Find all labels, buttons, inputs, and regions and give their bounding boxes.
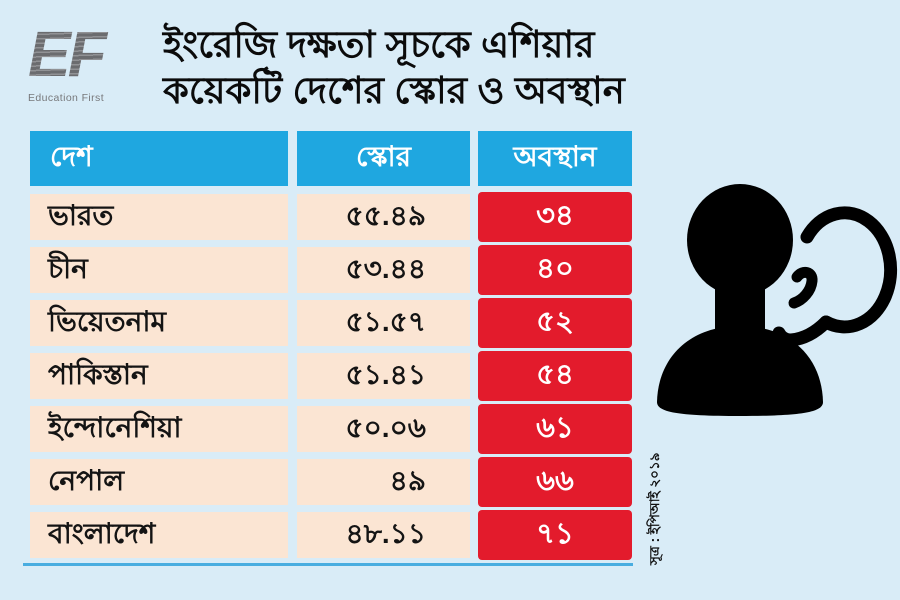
data-table: দেশ স্কোর অবস্থান ভারত ৫৫.৪৯ ৩৪ চীন ৫৩.৪…: [30, 131, 632, 565]
page-title: ইংরেজি দক্ষতা সূচকে এশিয়ার কয়েকটি দেশে…: [163, 22, 625, 114]
country-cell: পাকিস্তান: [30, 353, 288, 399]
table-row: ভিয়েতনাম ৫১.৫৭ ৫২: [30, 298, 632, 348]
table-header-row: দেশ স্কোর অবস্থান: [30, 131, 632, 186]
rank-badge: ৪০: [478, 245, 632, 295]
table-body: ভারত ৫৫.৪৯ ৩৪ চীন ৫৩.৪৪ ৪০ ভিয়েতনাম ৫১.…: [30, 192, 632, 560]
score-cell: ৫০.০৬: [297, 406, 470, 452]
ef-logo-caption: Education First: [28, 92, 105, 104]
source-credit: সূত্র : ইপিআই ২০১৯: [647, 452, 662, 565]
person-head: [687, 184, 793, 296]
score-cell: ৫৩.৪৪: [297, 247, 470, 293]
rank-badge: ৫৪: [478, 351, 632, 401]
person-neck: [715, 268, 765, 330]
header-rank: অবস্থান: [478, 131, 632, 186]
rank-badge: ৬৬: [478, 457, 632, 507]
score-cell: ৪৯: [297, 459, 470, 505]
country-cell: ভিয়েতনাম: [30, 300, 288, 346]
ef-logo-text: EF: [28, 22, 153, 86]
speech-bubble-tail: [772, 315, 833, 347]
rank-badge: ৭১: [478, 510, 632, 560]
speech-bubble-outline: [800, 206, 898, 334]
person-speaking-icon: [657, 184, 898, 416]
table-row: ইন্দোনেশিয়া ৫০.০৬ ৬১: [30, 404, 632, 454]
page-title-line1: ইংরেজি দক্ষতা সূচকে এশিয়ার: [163, 24, 595, 65]
country-cell: চীন: [30, 247, 288, 293]
table-row: চীন ৫৩.৪৪ ৪০: [30, 245, 632, 295]
country-cell: নেপাল: [30, 459, 288, 505]
country-cell: বাংলাদেশ: [30, 512, 288, 558]
score-cell: ৪৮.১১: [297, 512, 470, 558]
person-torso: [657, 326, 823, 416]
speech-squiggle: [788, 266, 818, 309]
rank-badge: ৩৪: [478, 192, 632, 242]
ef-logo: EF Education First: [28, 22, 153, 104]
rank-badge: ৫২: [478, 298, 632, 348]
table-row: বাংলাদেশ ৪৮.১১ ৭১: [30, 510, 632, 560]
table-row: নেপাল ৪৯ ৬৬: [30, 457, 632, 507]
table-row: পাকিস্তান ৫১.৪১ ৫৪: [30, 351, 632, 401]
score-cell: ৫১.৪১: [297, 353, 470, 399]
country-cell: ইন্দোনেশিয়া: [30, 406, 288, 452]
table-row: ভারত ৫৫.৪৯ ৩৪: [30, 192, 632, 242]
country-cell: ভারত: [30, 194, 288, 240]
score-cell: ৫৫.৪৯: [297, 194, 470, 240]
rank-badge: ৬১: [478, 404, 632, 454]
score-cell: ৫১.৫৭: [297, 300, 470, 346]
table-bottom-rule: [23, 563, 633, 566]
header-score: স্কোর: [297, 131, 470, 186]
header-country: দেশ: [30, 131, 288, 186]
page-title-line2: কয়েকটি দেশের স্কোর ও অবস্থান: [163, 70, 625, 111]
